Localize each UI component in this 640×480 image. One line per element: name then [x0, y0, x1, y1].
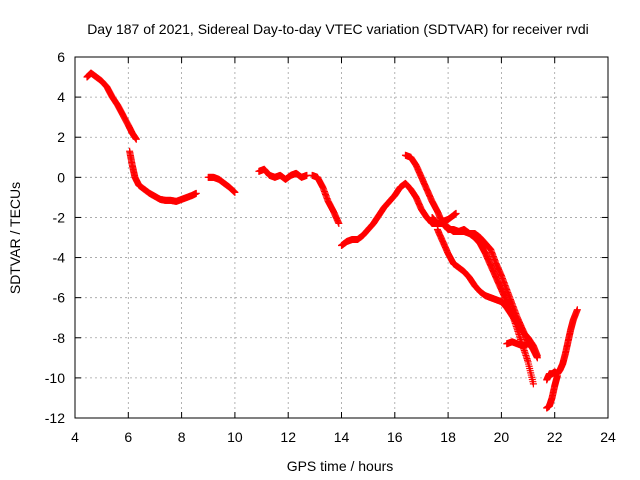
series-arc-1 — [83, 69, 140, 143]
x-tick-label: 14 — [334, 429, 350, 445]
series-arc-3 — [204, 173, 239, 196]
data-point — [192, 189, 200, 197]
data-point — [335, 219, 343, 227]
y-tick-label: -8 — [53, 330, 66, 346]
x-tick-label: 6 — [124, 429, 132, 445]
y-tick-label: -12 — [45, 410, 65, 426]
series-arc-5 — [308, 171, 343, 227]
x-tick-labels: 4 6 8 10 12 14 16 18 20 22 24 — [71, 429, 616, 445]
data-point — [524, 340, 532, 348]
series-arc-4 — [255, 165, 311, 183]
series-arc-2 — [126, 147, 200, 205]
y-tick-label: -4 — [53, 250, 66, 266]
x-tick-label: 18 — [440, 429, 456, 445]
y-tick-label: 2 — [57, 129, 65, 145]
data-point — [553, 372, 561, 380]
series-arc-12 — [543, 372, 561, 412]
y-axis-label: SDTVAR / TECUs — [7, 182, 23, 294]
x-tick-label: 24 — [600, 429, 616, 445]
data-point — [132, 135, 140, 143]
y-tick-label: 6 — [57, 49, 65, 65]
x-tick-label: 20 — [494, 429, 510, 445]
x-tick-label: 8 — [178, 429, 186, 445]
plot-frame — [74, 56, 609, 419]
x-tick-label: 4 — [71, 429, 79, 445]
x-tick-label: 10 — [227, 429, 243, 445]
data-point — [529, 380, 537, 388]
y-tick-labels: -12 -10 -8 -6 -4 -2 0 2 4 6 — [45, 49, 65, 426]
x-axis-label: GPS time / hours — [287, 458, 394, 474]
data-point — [533, 352, 541, 360]
y-tick-label: -6 — [53, 290, 66, 306]
x-tick-label: 12 — [280, 429, 296, 445]
y-tick-label: -2 — [53, 209, 66, 225]
data-point — [231, 188, 239, 196]
data-points — [83, 69, 581, 412]
data-point — [573, 306, 581, 314]
series-arc-11 — [543, 306, 581, 384]
y-tick-label: 0 — [57, 169, 65, 185]
x-tick-label: 16 — [387, 429, 403, 445]
x-tick-label: 22 — [547, 429, 563, 445]
chart-title: Day 187 of 2021, Sidereal Day-to-day VTE… — [87, 21, 589, 37]
data-point — [452, 209, 460, 217]
y-tick-label: 4 — [57, 89, 65, 105]
grid-lines — [75, 57, 608, 418]
y-tick-label: -10 — [45, 370, 65, 386]
series-arc-8 — [428, 209, 460, 227]
series-arc-9 — [433, 225, 541, 360]
series-arc-10 — [503, 338, 532, 350]
